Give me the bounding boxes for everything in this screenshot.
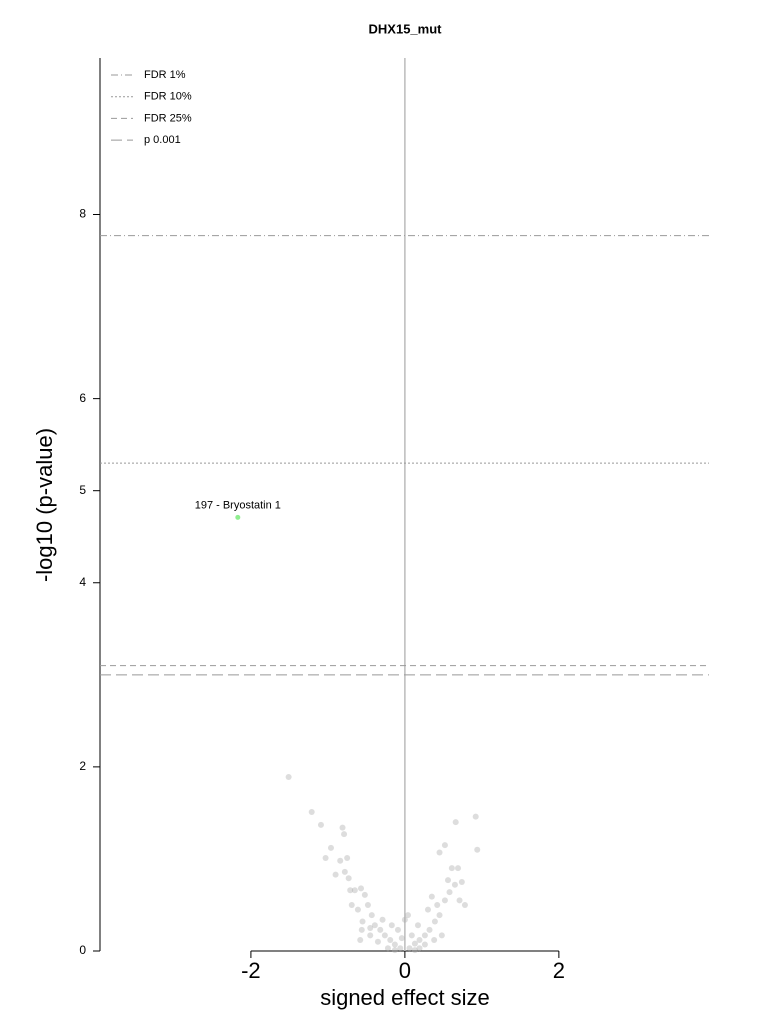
point [426,926,433,933]
point [424,906,431,913]
point [431,918,438,925]
point [391,941,398,948]
point [367,932,374,939]
point [452,819,459,826]
point [327,844,334,851]
point [456,897,463,904]
point [344,855,351,862]
point [377,926,384,933]
point [408,932,415,939]
legend-label: FDR 25% [144,112,192,124]
x-tick-label: -2 [241,958,261,983]
y-tick-label: 6 [79,391,86,405]
point [436,912,443,919]
y-tick-label: 2 [79,759,86,773]
x-axis-label: signed effect size [320,985,490,1010]
point [379,916,386,923]
point [451,881,458,888]
point [411,940,418,947]
point [317,821,324,828]
point [421,941,428,948]
point [354,906,361,913]
point [347,887,354,894]
point [404,912,411,919]
point [401,916,408,923]
point [441,897,448,904]
point [339,824,346,831]
point [348,901,355,908]
point [431,936,438,943]
point [308,808,315,815]
point [361,891,368,898]
point [387,936,394,943]
point [436,849,443,856]
point [398,935,405,942]
point [345,875,352,882]
point [364,901,371,908]
point [374,938,381,945]
point [411,947,418,954]
legend-label: FDR 10% [144,91,192,103]
point [358,885,364,892]
point [367,924,374,931]
point [428,893,435,900]
point [458,878,465,885]
point [368,912,375,919]
point [332,871,339,878]
point [371,922,378,929]
legend-label: p 0.001 [144,134,181,146]
point [388,922,395,929]
point [397,945,404,952]
point [416,936,423,943]
point [322,855,329,862]
point [441,842,448,849]
point [337,857,344,864]
y-tick-label: 5 [79,483,86,497]
point [384,945,391,952]
highlight-point [235,514,241,520]
chart-title: DHX15_mut [369,21,443,36]
point [445,877,451,884]
x-tick-label: 2 [553,958,565,983]
point [461,901,468,908]
point [416,945,423,952]
point [421,932,428,939]
point [341,868,348,875]
point [341,831,348,838]
point [351,887,358,894]
point [455,865,462,872]
point [394,926,401,933]
point [406,945,413,952]
point [381,932,388,939]
point [474,846,481,853]
point [357,936,364,943]
point [446,889,453,896]
point [391,947,398,954]
point [358,926,365,933]
legend-label: FDR 1% [144,69,186,81]
point [434,901,441,908]
point [285,774,292,781]
y-axis-label: -log10 (p-value) [32,428,57,582]
y-tick-label: 8 [79,207,86,221]
point [414,922,421,929]
y-tick-label: 0 [79,943,86,957]
point [472,813,479,820]
point [359,918,366,925]
point [448,865,455,872]
x-tick-label: 0 [399,958,411,983]
annotation-label: 197 - Bryostatin 1 [195,499,281,511]
point [438,932,445,939]
y-tick-label: 4 [79,575,86,589]
